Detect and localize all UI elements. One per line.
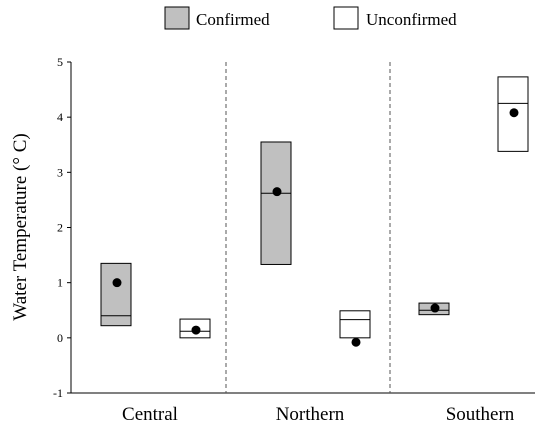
category-label: Central bbox=[122, 404, 178, 425]
legend-swatch-confirmed bbox=[164, 6, 190, 30]
legend: Confirmed Unconfirmed bbox=[164, 6, 457, 30]
category-label: Southern bbox=[446, 404, 515, 425]
legend-label-unconfirmed: Unconfirmed bbox=[366, 10, 457, 29]
mean-marker bbox=[351, 337, 361, 347]
mean-marker bbox=[430, 303, 440, 313]
mean-marker bbox=[509, 108, 519, 118]
y-axis-title: Water Temperature (° C) bbox=[10, 133, 31, 320]
box-unconfirmed-northern bbox=[339, 310, 371, 339]
y-tick-label: 4 bbox=[57, 110, 63, 124]
y-tick-label: 5 bbox=[57, 55, 63, 69]
y-tick-label: 0 bbox=[57, 331, 63, 345]
box-confirmed-central bbox=[100, 262, 132, 327]
y-tick-label: 1 bbox=[57, 276, 63, 290]
y-tick-label: -1 bbox=[53, 386, 63, 400]
mean-marker bbox=[272, 187, 282, 197]
mean-marker bbox=[112, 278, 122, 288]
box-confirmed-northern bbox=[260, 141, 292, 265]
legend-swatch-unconfirmed bbox=[333, 6, 359, 30]
legend-label-confirmed: Confirmed bbox=[196, 10, 270, 29]
y-tick-label: 3 bbox=[57, 165, 63, 179]
x-tick-labels: Central Northern Southern bbox=[122, 404, 515, 425]
y-ticks: 5 4 3 2 1 0 -1 bbox=[53, 55, 71, 400]
category-label: Northern bbox=[276, 404, 345, 425]
mean-marker bbox=[191, 325, 201, 335]
y-tick-label: 2 bbox=[57, 221, 63, 235]
boxes bbox=[100, 76, 529, 347]
